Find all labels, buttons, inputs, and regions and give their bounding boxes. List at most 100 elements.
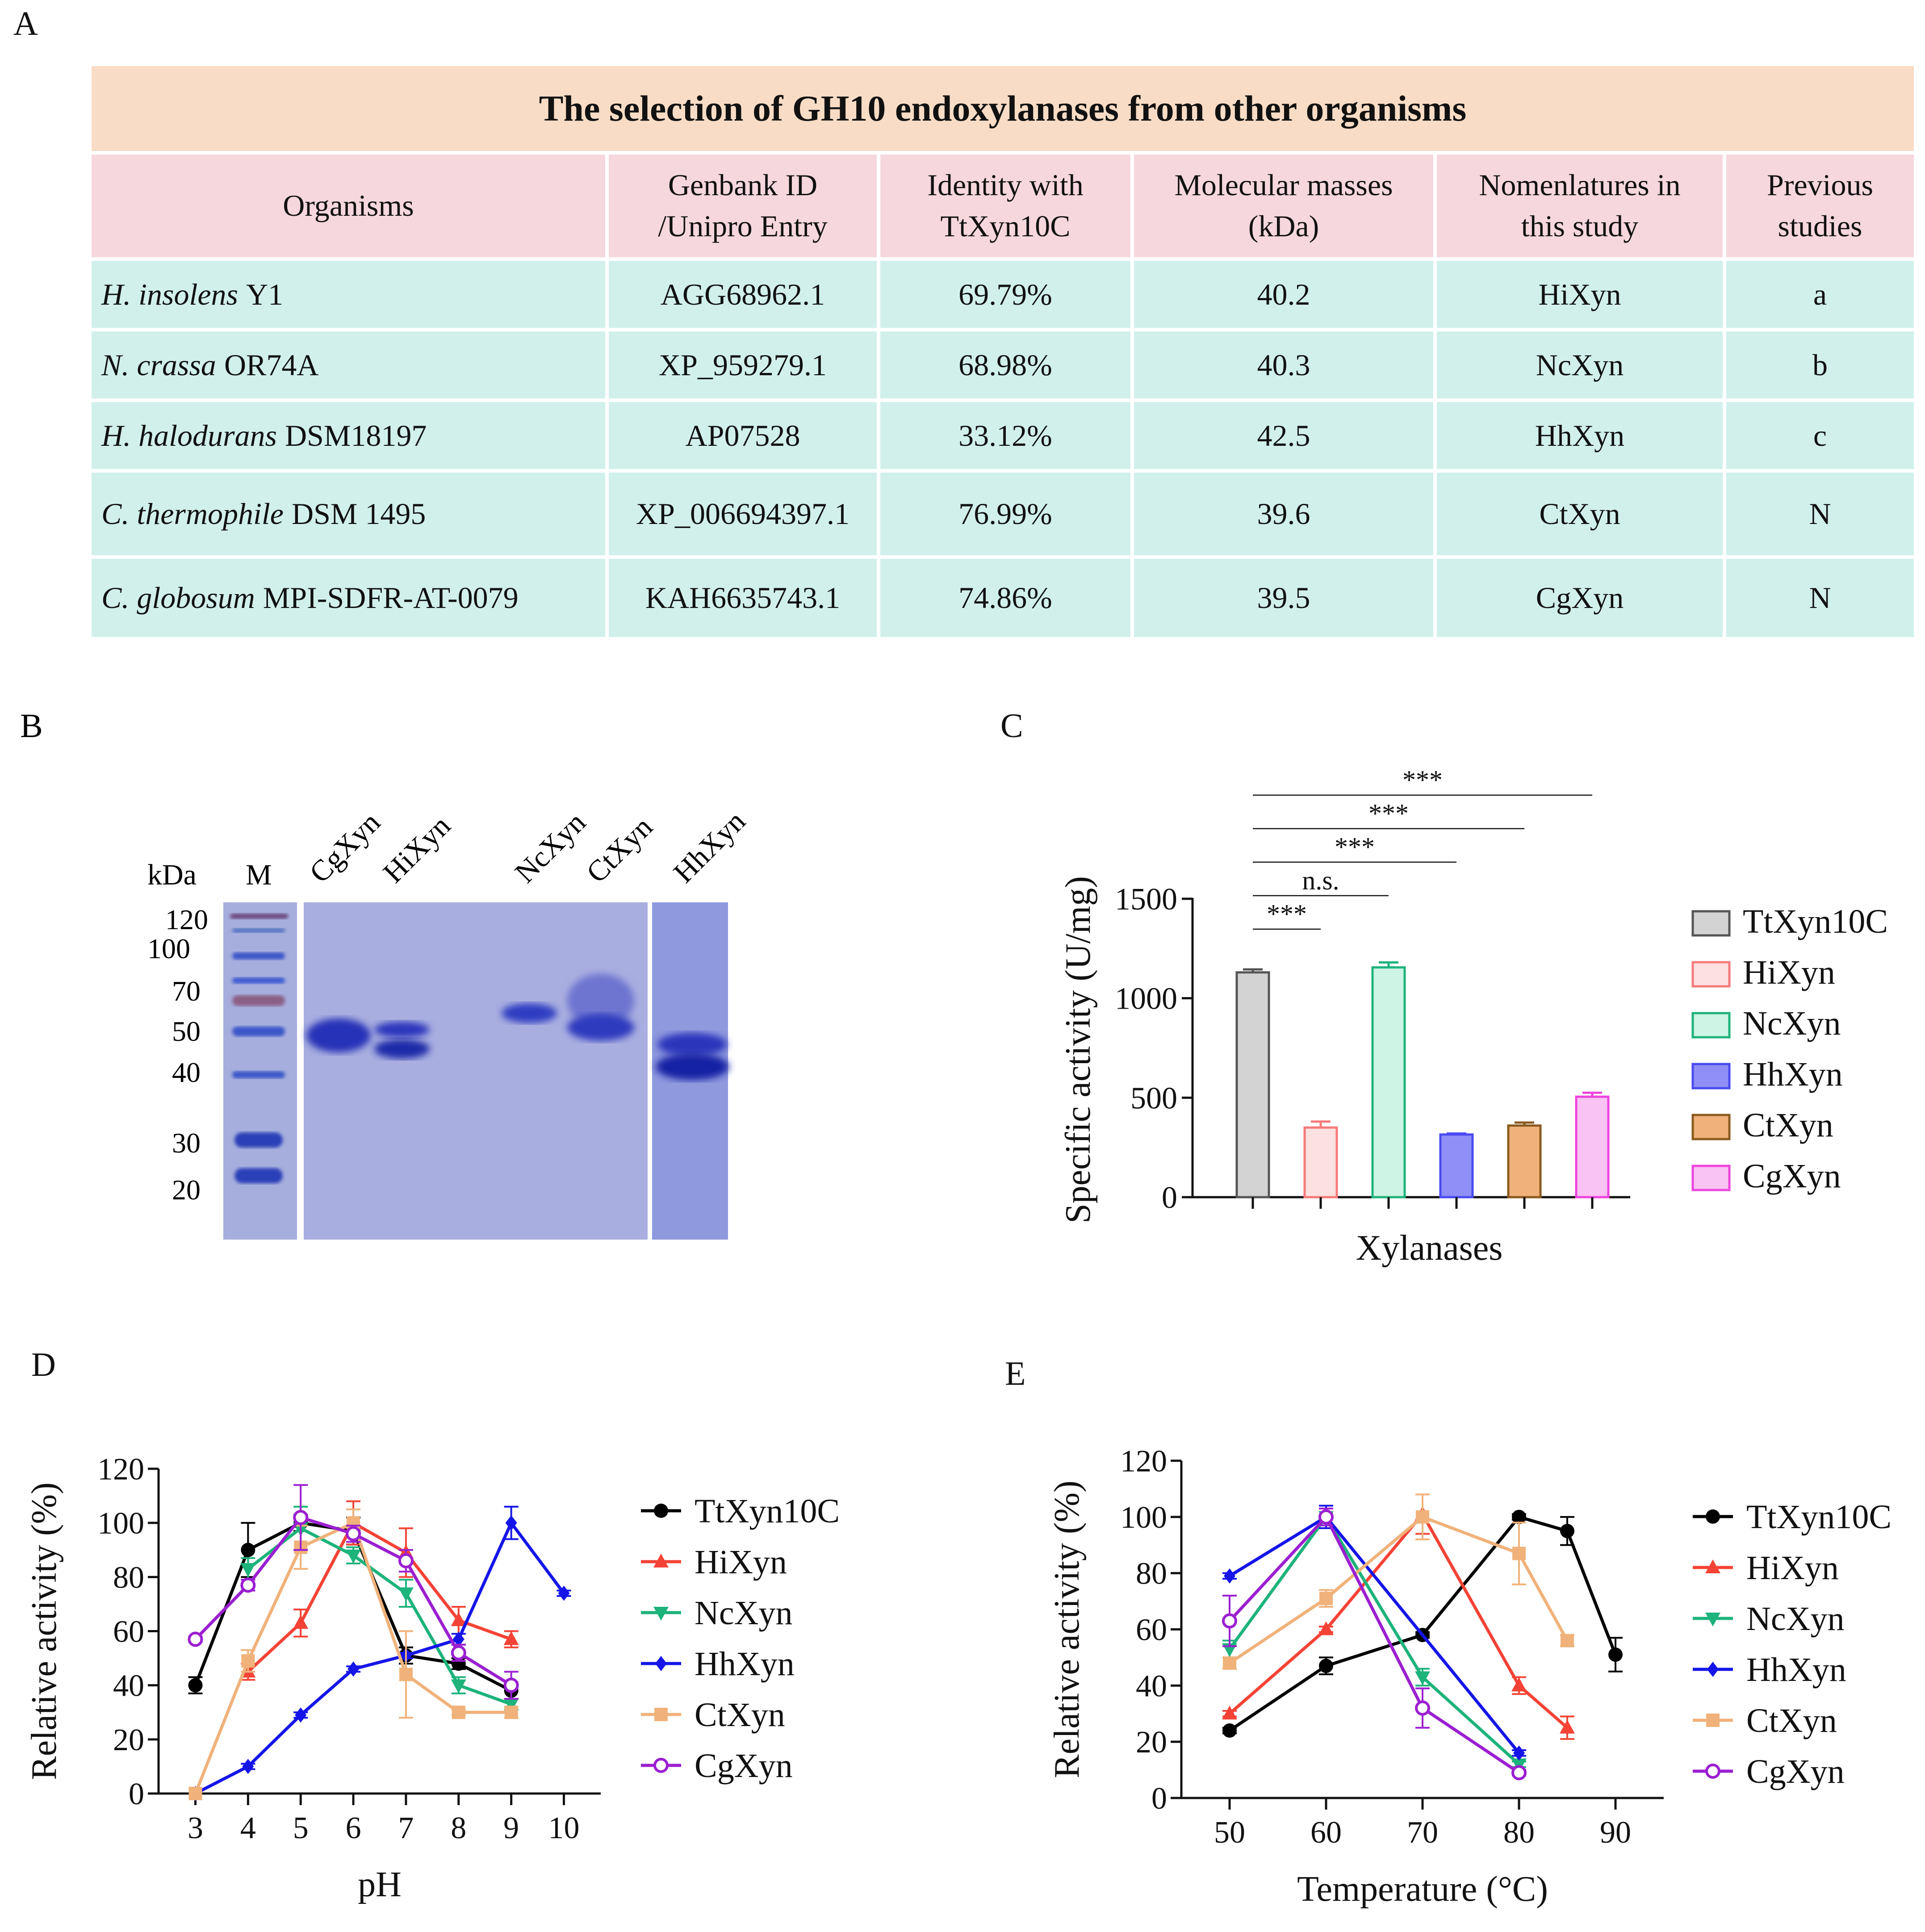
table-cell-organism: H. insolens Y1 (92, 261, 605, 328)
table-cell-id: XP_959279.1 (609, 331, 877, 398)
legend-swatch-ttxyn10c (1691, 910, 1731, 937)
bar-ttxyn10c (1235, 971, 1270, 1199)
legend-label-hhxyn: HhXyn (1746, 1651, 1846, 1689)
data-point-ctxyn (1416, 1510, 1429, 1524)
data-point-ncxyn (346, 1549, 361, 1563)
table-cell-name: HhXyn (1437, 402, 1723, 469)
data-point-ncxyn (240, 1563, 256, 1577)
panel-c: C 0 500 1000 1500 Xylanases Specific activity… (960, 697, 1921, 1291)
data-point-cgxyn (451, 1645, 466, 1660)
significance-label: *** (1368, 799, 1409, 828)
y-tick-label: 120 (1120, 1444, 1167, 1479)
data-point-hixyn (1318, 1621, 1334, 1635)
legend-label-hixyn: HiXyn (1743, 954, 1835, 991)
y-tick-label: 40 (1136, 1669, 1167, 1703)
y-tick-label: 40 (113, 1669, 144, 1703)
data-point-ctxyn (399, 1668, 413, 1681)
legend-label-cgxyn: CgXyn (695, 1747, 793, 1785)
panel-d: D 0 20 40 60 80 100 120 3 4 5 6 7 8 9 10 pH Relative act… (0, 1331, 960, 1930)
series-hhxyn (1222, 1505, 1526, 1761)
band-ctxyn (567, 1014, 634, 1041)
species-name: H. insolens (101, 277, 238, 311)
gel-figure: B kDa M CgXyn HiXyn NcXyn CtXyn HhXyn 12… (20, 707, 752, 1240)
table-cell-organism: C. globosum MPI-SDFR-AT-0079 (92, 559, 605, 637)
data-point-ctxyn (504, 1706, 518, 1719)
data-point-ctxyn (188, 1787, 202, 1800)
gel-lane-label-hhxyn: HhXyn (667, 805, 752, 889)
table-cell-name: CtXyn (1437, 473, 1723, 555)
y-tick-label: 1000 (1115, 982, 1177, 1016)
table-cell-prev: a (1726, 261, 1914, 328)
marker-band (232, 977, 285, 984)
data-point-ncxyn (451, 1679, 466, 1693)
table-cell-identity: 68.98% (880, 331, 1130, 398)
gel-kda-30: 30 (172, 1127, 201, 1159)
legend-marker-ttxyn10c (1706, 1509, 1720, 1524)
data-point-ttxyn10c (1222, 1723, 1237, 1738)
legend-marker-ttxyn10c (654, 1504, 668, 1518)
series-ctxyn (1222, 1493, 1574, 1670)
data-point-ttxyn10c (1560, 1524, 1574, 1538)
x-tick-label: 80 (1503, 1815, 1535, 1850)
data-point-ncxyn (1415, 1671, 1430, 1685)
legend-marker-hixyn (1705, 1559, 1720, 1573)
table-cell-id: KAH6635743.1 (609, 559, 877, 637)
band-hhxyn-lower (656, 1053, 729, 1080)
x-tick-label: 7 (398, 1811, 414, 1845)
bar-hhxyn (1439, 1133, 1474, 1199)
band-hixyn-upper (374, 1022, 430, 1038)
table-cell-mass: 42.5 (1134, 402, 1433, 469)
data-point-ttxyn10c (1512, 1509, 1526, 1524)
legend-marker-hhxyn (655, 1656, 667, 1671)
gel-kda-120: 120 (165, 904, 208, 935)
legend-label-ncxyn: NcXyn (1743, 1005, 1841, 1042)
gel-lane-label-ctxyn: CtXyn (580, 811, 659, 889)
ph-line-chart: D 0 20 40 60 80 100 120 3 4 5 6 7 8 9 10 pH Relative act… (25, 1346, 840, 1904)
data-point-hhxyn (1513, 1745, 1525, 1761)
x-tick-label: 60 (1310, 1815, 1342, 1850)
marker-band (232, 952, 285, 960)
species-name: N. crassa (101, 348, 216, 382)
bar-hixyn (1303, 1126, 1338, 1199)
col-header-genbank: Genbank ID /Unipro Entry (609, 155, 877, 257)
col-header-organisms: Organisms (92, 155, 605, 257)
table-cell-name: HiXyn (1437, 261, 1723, 328)
panel-b: B kDa M CgXyn HiXyn NcXyn CtXyn HhXyn 12… (0, 697, 893, 1291)
table-cell-organism: N. crassa OR74A (92, 331, 605, 398)
legend-label-ctxyn: CtXyn (1746, 1702, 1837, 1739)
x-tick-label: 50 (1214, 1815, 1245, 1850)
table-cell-id: AGG68962.1 (609, 261, 877, 328)
y-tick-label: 0 (129, 1777, 144, 1811)
table-cell-id: AP07528 (609, 402, 877, 469)
panel-label-b: B (20, 707, 43, 745)
y-tick-label: 20 (1136, 1725, 1167, 1760)
series-cgxyn (188, 1484, 519, 1700)
y-tick-label: 60 (1136, 1613, 1167, 1647)
data-point-cgxyn (398, 1553, 414, 1568)
series-hixyn (1222, 1493, 1575, 1740)
legend-marker-ctxyn (1706, 1714, 1720, 1727)
strain-name: DSM 1495 (291, 497, 426, 531)
data-point-ctxyn (1512, 1546, 1526, 1560)
data-point-ctxyn (241, 1654, 255, 1668)
legend-marker-ncxyn (1705, 1613, 1720, 1626)
gel-kda-70: 70 (172, 975, 201, 1007)
data-point-hhxyn (242, 1759, 254, 1774)
y-tick-label: 60 (113, 1615, 144, 1649)
bar-chart: C 0 500 1000 1500 Xylanases Specific activity… (1000, 707, 1888, 1268)
panel-label-d: D (31, 1346, 56, 1383)
data-point-hhxyn (1224, 1568, 1235, 1584)
significance-label: *** (1335, 832, 1375, 862)
legend-label-cgxyn: CgXyn (1746, 1753, 1845, 1790)
data-point-cgxyn (1222, 1613, 1237, 1629)
col-header-nomenclature: Nomenlatures in this study (1437, 155, 1723, 257)
data-point-cgxyn (293, 1510, 309, 1525)
table-cell-mass: 40.2 (1134, 261, 1433, 328)
gel-lane-label-hixyn: HiXyn (377, 809, 457, 889)
marker-band (232, 1071, 285, 1078)
marker-band (232, 1027, 285, 1036)
data-point-ctxyn (1223, 1656, 1236, 1670)
data-point-ctxyn (1561, 1634, 1574, 1647)
gel-kda-50: 50 (172, 1015, 201, 1047)
band-ctxyn-smear (567, 974, 634, 1027)
